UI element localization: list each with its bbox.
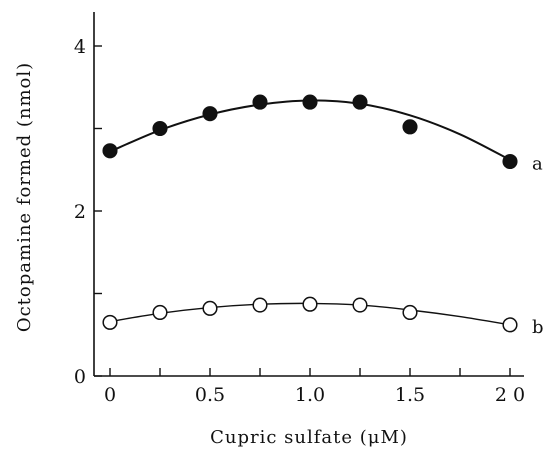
x-tick-label: 0.5 [195, 384, 225, 406]
open-point-b [402, 304, 418, 321]
series-label-b: b [532, 317, 544, 338]
fit-curves [109, 99, 511, 326]
filled-point-a [502, 153, 518, 170]
y-axis-title: Octopamine formed (nmol) [14, 62, 35, 332]
x-tick-label: 0 [104, 384, 116, 406]
filled-point-a [152, 120, 168, 137]
y-tick-label: 0 [74, 366, 86, 388]
filled-point-a [102, 143, 118, 159]
series-label-a: a [532, 154, 543, 175]
filled-point-a [352, 94, 368, 110]
y-tick-label: 2 [74, 201, 86, 223]
open-point-b [202, 300, 218, 316]
x-tick-label: 1.5 [395, 384, 425, 406]
series-labels: ab [532, 154, 544, 338]
filled-point-a [302, 94, 318, 110]
x-tick-label: 2 0 [495, 384, 525, 406]
data-points [102, 94, 518, 333]
filled-point-a [402, 119, 418, 135]
open-point-b [152, 304, 168, 321]
open-point-b [302, 296, 318, 312]
filled-point-a [252, 94, 268, 110]
y-tick-label: 4 [74, 36, 86, 58]
open-point-b [502, 317, 518, 333]
x-axis-title: Cupric sulfate (μM) [210, 427, 408, 448]
x-tick-label: 1.0 [295, 384, 325, 406]
filled-point-a [202, 106, 218, 122]
open-point-b [102, 314, 118, 330]
tick-group: 0 2 4 0 0.5 1.0 1.5 2 0 [74, 36, 525, 406]
open-point-b [352, 297, 368, 313]
open-point-b [252, 297, 268, 313]
